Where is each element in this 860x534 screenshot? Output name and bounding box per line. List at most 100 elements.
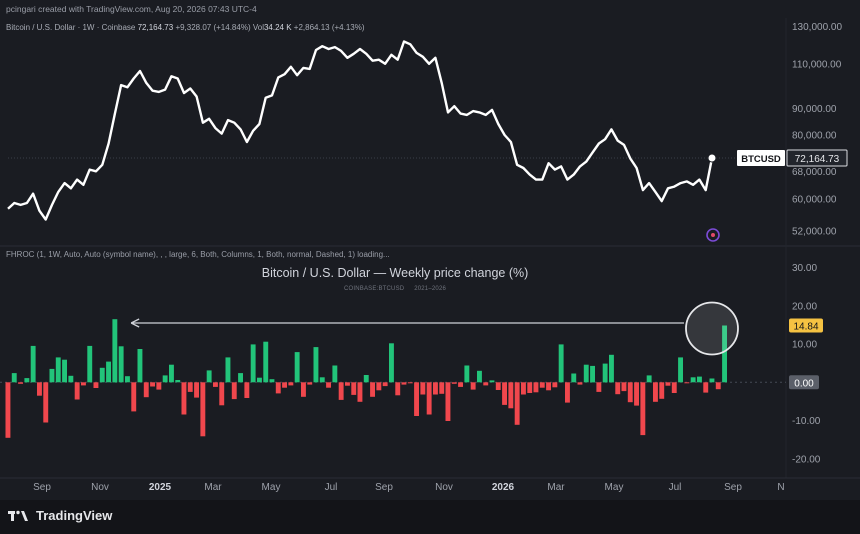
symbol-badge xyxy=(737,149,785,166)
roc-bar xyxy=(420,382,426,395)
roc-bar xyxy=(175,380,181,383)
time-tick-label: Mar xyxy=(547,482,565,493)
roc-tick-label: 30.00 xyxy=(792,263,817,274)
roc-bar xyxy=(690,377,696,383)
roc-bar xyxy=(401,382,407,385)
roc-bar xyxy=(93,382,99,388)
roc-bar xyxy=(269,379,275,383)
roc-bar xyxy=(470,382,476,390)
roc-bar xyxy=(213,382,218,387)
roc-bar xyxy=(238,373,243,383)
time-tick-label: Sep xyxy=(375,482,393,493)
roc-bar xyxy=(187,382,193,392)
roc-bar xyxy=(112,319,118,383)
roc-bar xyxy=(646,375,652,383)
chart-svg[interactable]: 52,000.00 60,000.00 68,000.00 80,000.00 90,0… xyxy=(0,0,860,500)
roc-bar xyxy=(722,325,727,383)
roc-bar xyxy=(640,382,646,436)
roc-bar xyxy=(24,378,30,383)
roc-bar xyxy=(439,382,445,394)
time-tick-label: 2025 xyxy=(149,482,172,493)
price-tick-label: 60,000.00 xyxy=(792,195,837,206)
indicator-source: COINBASE:BTCUSD xyxy=(343,286,405,292)
roc-bar xyxy=(363,375,369,383)
chart-frame xyxy=(0,0,860,500)
indicator-subtitle: COINBASE:BTCUSD 2021–2026 xyxy=(0,286,790,292)
roc-bar xyxy=(590,365,595,383)
roc-bar xyxy=(514,382,520,425)
brand[interactable]: TradingView xyxy=(8,508,112,523)
roc-bar xyxy=(162,375,168,383)
time-tick-label: Sep xyxy=(724,482,742,493)
roc-bar xyxy=(697,376,702,383)
roc-bar xyxy=(627,382,633,403)
roc-bar xyxy=(200,382,206,437)
roc-bar xyxy=(458,382,463,387)
roc-bar xyxy=(477,370,482,383)
annotation-arrow-head xyxy=(130,318,140,328)
roc-bar xyxy=(703,382,709,393)
price-legend: Bitcoin / U.S. Dollar · 1W · Coinbase 72… xyxy=(6,23,365,32)
roc-bar xyxy=(30,345,36,383)
indicator-title: Bitcoin / U.S. Dollar — Weekly price cha… xyxy=(261,266,529,280)
roc-bar xyxy=(143,382,149,398)
roc-bar xyxy=(307,382,313,385)
roc-bar xyxy=(99,367,105,383)
roc-bar xyxy=(395,382,401,396)
roc-bar xyxy=(288,382,294,386)
roc-bar xyxy=(433,382,438,395)
roc-bar xyxy=(326,382,331,388)
last-price: 72,164.73 xyxy=(137,23,174,32)
replay-icon-dot xyxy=(711,233,715,237)
roc-last-badge-label: 14.84 xyxy=(793,322,818,333)
price-tick-label: 80,000.00 xyxy=(792,130,837,141)
roc-bar xyxy=(634,382,639,406)
roc-bar xyxy=(533,382,539,393)
zero-badge xyxy=(789,375,819,390)
roc-bar xyxy=(521,382,526,395)
symbol-name[interactable]: Bitcoin / U.S. Dollar · 1W · Coinbase xyxy=(6,23,136,32)
roc-bar xyxy=(621,382,627,392)
roc-bar xyxy=(313,347,319,383)
price-change: +9,328.07 (+14.84%) xyxy=(175,23,251,32)
roc-bar xyxy=(181,382,187,415)
roc-bar xyxy=(37,382,42,396)
roc-bar xyxy=(156,382,162,390)
roc-bar xyxy=(5,382,11,438)
roc-bar xyxy=(407,382,413,384)
roc-bar xyxy=(489,380,495,383)
roc-tick-label: -20.00 xyxy=(792,454,821,465)
price-tick-label: 52,000.00 xyxy=(792,227,837,238)
volume-label: Vol xyxy=(252,23,264,32)
time-tick-label: Mar xyxy=(204,482,222,493)
roc-bar xyxy=(684,382,690,384)
time-tick-label: May xyxy=(605,482,624,493)
roc-bar xyxy=(615,382,621,395)
roc-bar xyxy=(282,382,287,388)
roc-bar xyxy=(319,377,325,383)
brand-name: TradingView xyxy=(36,508,113,523)
last-price-dot xyxy=(707,153,717,163)
indicator-legend[interactable]: FHROC (1, 1W, Auto, Auto (symbol name), … xyxy=(6,250,390,259)
time-tick-label: Nov xyxy=(91,482,109,493)
roc-bar xyxy=(596,382,602,392)
roc-bar xyxy=(275,382,281,394)
credit-line: pcingari created with TradingView.com, A… xyxy=(6,4,257,14)
price-tick-label: 110,000.00 xyxy=(792,59,842,70)
tradingview-logo-icon xyxy=(8,510,28,521)
roc-bar xyxy=(382,382,388,387)
roc-bar xyxy=(527,382,533,393)
roc-bar xyxy=(62,359,67,383)
roc-bar xyxy=(546,382,551,391)
roc-bar xyxy=(539,382,545,388)
roc-bar xyxy=(118,346,124,383)
roc-bar xyxy=(43,382,49,423)
roc-bar xyxy=(345,382,350,386)
time-tick-label: Nov xyxy=(435,482,453,493)
roc-bar xyxy=(244,382,250,398)
roc-bar xyxy=(508,382,514,409)
roc-bar xyxy=(250,344,256,383)
time-tick-label: Jul xyxy=(325,482,338,493)
zero-badge-label: 0.00 xyxy=(794,378,814,389)
roc-bar xyxy=(219,382,225,406)
